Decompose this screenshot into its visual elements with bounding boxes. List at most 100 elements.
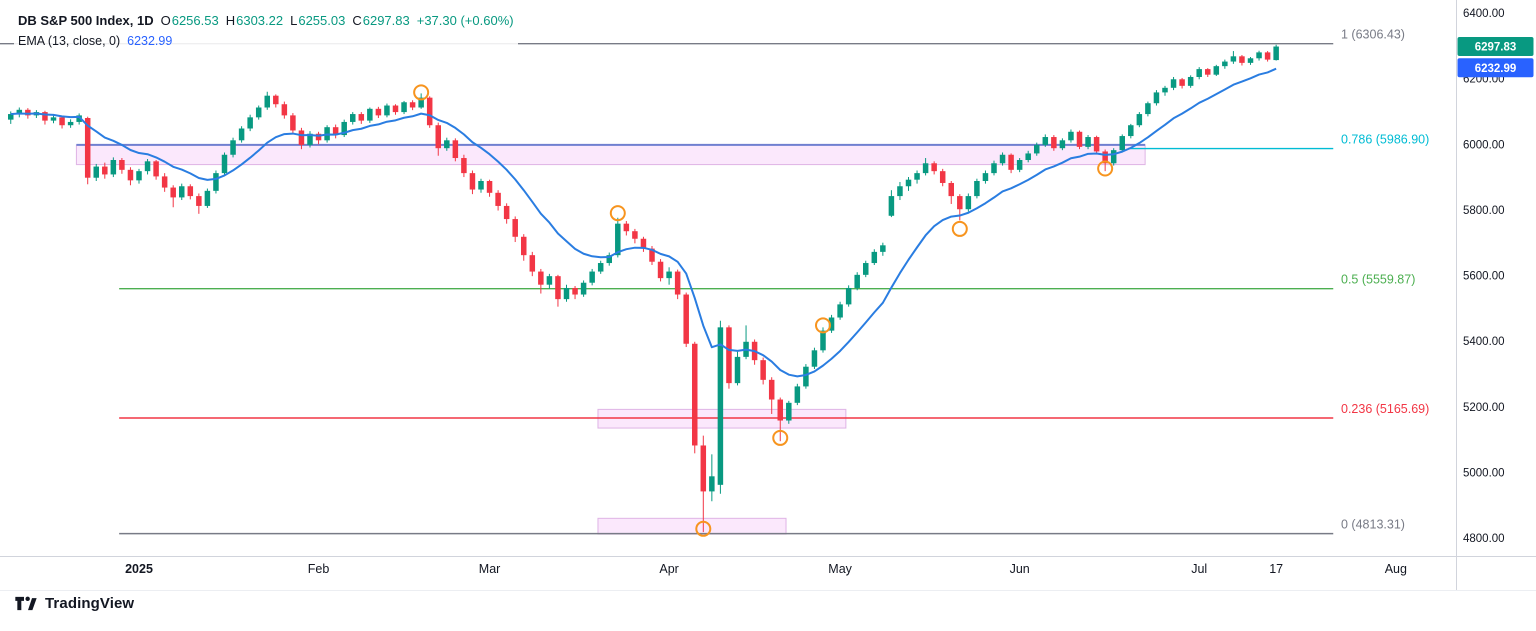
candles[interactable] bbox=[8, 44, 1279, 533]
candle bbox=[538, 271, 544, 285]
candle bbox=[700, 445, 707, 492]
price-tick-label: 6400.00 bbox=[1463, 8, 1505, 20]
candle bbox=[418, 97, 424, 108]
candle bbox=[606, 255, 612, 264]
candle bbox=[666, 271, 672, 279]
candle bbox=[580, 282, 587, 295]
ema-indicator-label[interactable]: EMA (13, close, 0) bbox=[18, 33, 121, 48]
candle bbox=[1247, 58, 1254, 63]
candle bbox=[1119, 136, 1125, 151]
candle bbox=[1016, 160, 1023, 170]
candle bbox=[512, 219, 518, 237]
price-badge-text: 6232.99 bbox=[1475, 63, 1517, 75]
candle bbox=[1102, 151, 1108, 164]
candle bbox=[1128, 125, 1134, 137]
candle bbox=[632, 231, 638, 239]
candle bbox=[1076, 131, 1083, 147]
fib-label: 1 (6306.43) bbox=[1341, 28, 1405, 42]
candle bbox=[828, 317, 835, 331]
candle bbox=[281, 104, 288, 116]
candle bbox=[341, 121, 347, 136]
candle bbox=[1187, 76, 1194, 86]
price-badge bbox=[1457, 37, 1534, 57]
candle bbox=[1273, 46, 1279, 61]
candle bbox=[965, 196, 972, 210]
candle bbox=[290, 115, 296, 131]
candle bbox=[42, 112, 48, 121]
candle bbox=[880, 245, 886, 252]
candle bbox=[803, 366, 809, 387]
fib-label: 0.5 (5559.87) bbox=[1341, 273, 1415, 287]
candle bbox=[452, 140, 459, 159]
candle bbox=[597, 263, 604, 272]
candle bbox=[794, 386, 801, 403]
candle bbox=[367, 108, 373, 121]
signal-circle bbox=[413, 84, 430, 101]
time-tick-label: Apr bbox=[659, 562, 678, 576]
candle bbox=[16, 109, 23, 115]
candle bbox=[110, 160, 117, 175]
time-axis[interactable]: 2025 Feb Mar Apr May Jun Jul 17 Aug bbox=[125, 562, 1407, 576]
candle bbox=[204, 190, 211, 206]
candle bbox=[982, 173, 989, 182]
candle bbox=[657, 261, 664, 279]
signal-circle bbox=[951, 220, 968, 237]
entry-markers[interactable] bbox=[413, 84, 1114, 537]
tradingview-logo[interactable]: TradingView bbox=[14, 594, 134, 613]
signal-circle bbox=[1097, 160, 1114, 177]
candle bbox=[863, 263, 869, 275]
candle bbox=[572, 287, 578, 295]
zone-rect bbox=[597, 517, 787, 535]
candle bbox=[692, 343, 698, 446]
candle bbox=[221, 154, 228, 174]
candle bbox=[187, 186, 194, 197]
candle bbox=[914, 173, 920, 180]
candle bbox=[1008, 154, 1014, 170]
ohlc-high: H 6303.22 bbox=[225, 13, 284, 28]
fib-retracement[interactable]: 1 (6306.43) 0.786 (5986.90) 0.5 (5559.87) 0… bbox=[0, 28, 1429, 535]
candle bbox=[179, 186, 185, 198]
candle bbox=[1205, 69, 1211, 75]
candle bbox=[649, 248, 655, 262]
candle bbox=[1110, 150, 1117, 164]
candle bbox=[922, 163, 929, 174]
time-tick-label: Aug bbox=[1385, 562, 1407, 576]
price-axis[interactable]: 6400.006200.006000.005800.005600.005400.… bbox=[1457, 8, 1534, 545]
candle bbox=[811, 350, 818, 367]
candle bbox=[957, 196, 963, 210]
candle bbox=[119, 160, 125, 170]
candle bbox=[196, 196, 202, 206]
ohlc-open: O 6256.53 bbox=[160, 13, 219, 28]
ema-line[interactable] bbox=[10, 67, 1277, 378]
time-tick-label: Jul bbox=[1191, 562, 1207, 576]
symbol-row: DB S&P 500 Index, 1D O 6256.53 H 6303.22 L… bbox=[18, 12, 514, 31]
candle bbox=[358, 114, 365, 121]
symbol-title[interactable]: DB S&P 500 Index, 1D bbox=[18, 13, 154, 28]
candle bbox=[1136, 114, 1143, 126]
candle bbox=[1025, 153, 1031, 160]
candle bbox=[102, 166, 108, 175]
candle bbox=[709, 476, 715, 492]
candle bbox=[734, 356, 741, 384]
fib-label: 0.236 (5165.69) bbox=[1341, 402, 1429, 416]
candle bbox=[213, 173, 219, 191]
candle bbox=[1153, 92, 1160, 104]
candle bbox=[298, 130, 305, 145]
candle bbox=[521, 236, 527, 256]
candle bbox=[1051, 137, 1057, 149]
candle bbox=[777, 399, 783, 421]
candle bbox=[768, 379, 775, 400]
price-tick-label: 5600.00 bbox=[1463, 271, 1505, 283]
candle bbox=[1068, 131, 1074, 141]
candle bbox=[1085, 137, 1091, 147]
candle bbox=[1230, 56, 1237, 62]
candle bbox=[127, 169, 134, 181]
candle bbox=[871, 251, 878, 264]
candle bbox=[623, 223, 630, 232]
candle bbox=[905, 179, 912, 187]
candle bbox=[1145, 103, 1151, 115]
candle bbox=[1264, 52, 1271, 60]
candle bbox=[1034, 144, 1040, 154]
